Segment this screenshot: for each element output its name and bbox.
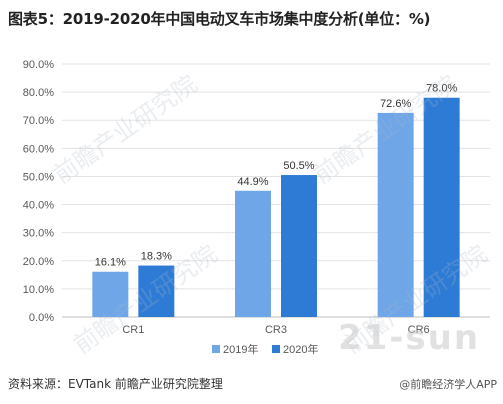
data-label: 18.3%: [141, 251, 172, 263]
y-tick-label: 50.0%: [23, 171, 54, 183]
y-tick-label: 20.0%: [23, 256, 54, 268]
data-label: 78.0%: [426, 83, 457, 95]
y-tick-label: 70.0%: [23, 115, 54, 127]
chart-area: 0.0% 10.0% 20.0% 30.0% 40.0% 50.0% 60.0% 70.0% 8…: [0, 40, 503, 370]
bar-cr6-2: [423, 97, 460, 317]
chart-title: 图表5：2019-2020年中国电动叉车市场集中度分析(单位：%): [8, 10, 431, 28]
y-tick-label: 80.0%: [23, 87, 54, 99]
y-tick-label: 30.0%: [23, 228, 54, 240]
source-note: 资料来源：EVTank 前瞻产业研究院整理: [8, 377, 223, 391]
y-tick-label: 90.0%: [23, 59, 54, 71]
watermark-text: @前瞻经济学人APP: [399, 378, 497, 391]
x-tick-label: CR6: [408, 324, 430, 336]
bar-cr3-1: [235, 190, 271, 317]
data-label: 72.6%: [380, 98, 411, 110]
bar-chart: 0.0% 10.0% 20.0% 30.0% 40.0% 50.0% 60.0% 70.0% 8…: [23, 59, 490, 356]
x-tick-label: CR3: [265, 324, 287, 336]
x-tick-label: CR1: [122, 324, 144, 336]
bar-cr1-2: [138, 265, 175, 317]
data-label: 16.1%: [95, 257, 126, 269]
bar-cr6-1: [377, 112, 414, 317]
legend-label-2: 2020年: [283, 342, 318, 356]
y-tick-label: 0.0%: [29, 312, 54, 324]
watermark-21sun: 21-sun: [338, 318, 481, 358]
bar-cr1-1: [92, 271, 129, 317]
legend-swatch-2: [272, 345, 280, 353]
data-label: 44.9%: [237, 176, 268, 188]
legend-swatch-1: [212, 345, 220, 353]
y-tick-label: 10.0%: [23, 284, 54, 296]
bar-cr3-2: [281, 175, 317, 317]
legend-label-1: 2019年: [223, 342, 258, 356]
y-tick-label: 40.0%: [23, 200, 54, 212]
data-label: 50.5%: [283, 160, 314, 172]
y-tick-label: 60.0%: [23, 143, 54, 155]
